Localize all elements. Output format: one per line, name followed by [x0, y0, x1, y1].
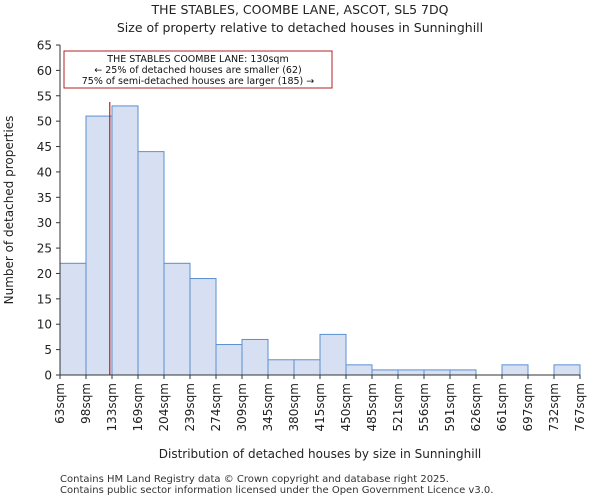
- x-tick-label: 767sqm: [573, 383, 587, 431]
- x-tick-label: 239sqm: [183, 383, 197, 431]
- x-axis-label: Distribution of detached houses by size …: [159, 447, 482, 461]
- histogram-bar: [163, 262, 191, 376]
- histogram-bar: [85, 115, 113, 376]
- histogram-bar: [59, 262, 87, 376]
- y-tick-label: 20: [37, 267, 52, 281]
- x-tick-label: 345sqm: [261, 383, 275, 431]
- y-tick-label: 5: [44, 343, 52, 357]
- x-tick-label: 274sqm: [209, 383, 223, 431]
- y-tick-label: 50: [37, 115, 52, 129]
- x-tick-label: 204sqm: [157, 383, 171, 431]
- annotation-line: 75% of semi-detached houses are larger (…: [82, 76, 315, 87]
- y-tick-label: 0: [44, 369, 52, 383]
- y-tick-label: 60: [37, 64, 52, 78]
- histogram-bar: [293, 359, 321, 376]
- x-tick-label: 556sqm: [417, 383, 431, 431]
- x-tick-label: 450sqm: [339, 383, 353, 431]
- histogram-bar: [267, 359, 295, 376]
- x-tick-label: 133sqm: [105, 383, 119, 431]
- y-tick-label: 25: [37, 242, 52, 256]
- histogram-bar: [189, 278, 217, 376]
- y-tick-label: 35: [37, 191, 52, 205]
- x-tick-label: 98sqm: [79, 383, 93, 424]
- annotation-line: ← 25% of detached houses are smaller (62…: [94, 65, 301, 76]
- footer-line-2: Contains public sector information licen…: [60, 485, 494, 496]
- x-tick-label: 626sqm: [469, 383, 483, 431]
- x-tick-label: 380sqm: [287, 383, 301, 431]
- y-axis-label: Number of detached properties: [2, 116, 16, 305]
- x-tick-label: 485sqm: [365, 383, 379, 431]
- y-tick-label: 40: [37, 165, 52, 179]
- x-tick-label: 309sqm: [235, 383, 249, 431]
- y-tick-label: 15: [37, 292, 52, 306]
- y-tick-label: 10: [37, 318, 52, 332]
- x-tick-label: 415sqm: [313, 383, 327, 431]
- histogram-bar: [501, 364, 529, 376]
- x-tick-label: 521sqm: [391, 383, 405, 431]
- histogram-bar: [215, 344, 243, 376]
- x-tick-label: 661sqm: [495, 383, 509, 431]
- footer-line-1: Contains HM Land Registry data © Crown c…: [60, 474, 449, 485]
- y-tick-label: 65: [37, 39, 52, 53]
- histogram-bar: [371, 369, 399, 376]
- histogram-bar: [397, 369, 425, 376]
- x-tick-label: 63sqm: [53, 383, 67, 424]
- y-tick-label: 55: [37, 89, 52, 103]
- histogram-bar: [111, 105, 139, 376]
- chart-title: THE STABLES, COOMBE LANE, ASCOT, SL5 7DQ: [151, 2, 449, 17]
- x-tick-label: 591sqm: [443, 383, 457, 431]
- y-tick-label: 30: [37, 216, 52, 230]
- histogram-bar: [319, 333, 347, 376]
- histogram-bar: [241, 338, 269, 376]
- x-tick-label: 697sqm: [521, 383, 535, 431]
- x-tick-label: 169sqm: [131, 383, 145, 431]
- x-tick-label: 732sqm: [547, 383, 561, 431]
- annotation-line: THE STABLES COOMBE LANE: 130sqm: [106, 54, 288, 65]
- histogram-bar: [423, 369, 451, 376]
- histogram-bar: [553, 364, 581, 376]
- histogram-bar: [345, 364, 373, 376]
- histogram-bar: [449, 369, 477, 376]
- y-tick-label: 45: [37, 140, 52, 154]
- annotation-box: [63, 50, 333, 89]
- histogram-bar: [137, 151, 165, 376]
- chart-subtitle: Size of property relative to detached ho…: [116, 20, 484, 35]
